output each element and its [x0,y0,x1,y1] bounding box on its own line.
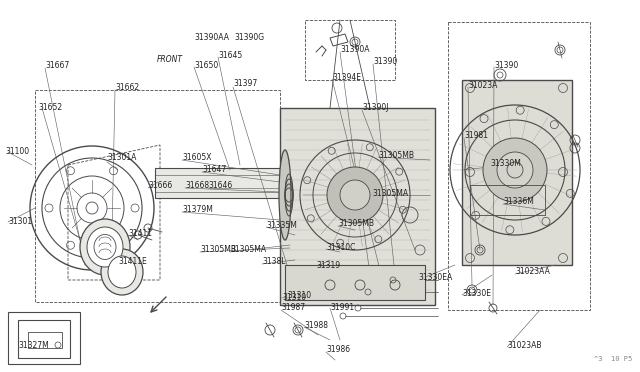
Text: 31310: 31310 [287,291,311,299]
Text: 31986: 31986 [326,346,350,355]
Text: 31646: 31646 [208,180,232,189]
Polygon shape [18,320,70,358]
Text: 31305MB: 31305MB [200,246,236,254]
Text: 31336M: 31336M [503,198,534,206]
Text: 31310C: 31310C [326,243,355,251]
Text: 31390A: 31390A [340,45,369,55]
Ellipse shape [279,150,291,240]
Polygon shape [155,168,310,198]
Text: FRONT: FRONT [157,55,183,64]
Text: 31650: 31650 [194,61,218,70]
Text: 31988: 31988 [304,321,328,330]
Text: 31305MB: 31305MB [338,219,374,228]
Circle shape [483,138,547,202]
Text: 31991: 31991 [330,302,354,311]
Polygon shape [285,265,425,300]
Text: 31667: 31667 [45,61,69,71]
Polygon shape [280,108,435,305]
Text: 31330M: 31330M [490,160,521,169]
Text: 31981: 31981 [464,131,488,141]
Ellipse shape [101,249,143,295]
Text: 31987: 31987 [281,304,305,312]
Text: 31330EA: 31330EA [418,273,452,282]
Text: 31647: 31647 [202,166,227,174]
Text: ^3  10 P5: ^3 10 P5 [594,356,632,362]
Text: 31411: 31411 [128,228,152,237]
Text: 31390J: 31390J [362,103,388,112]
Text: 31411E: 31411E [118,257,147,266]
Text: 31397: 31397 [233,80,257,89]
Ellipse shape [87,227,123,267]
Ellipse shape [80,219,130,275]
Text: 31390: 31390 [373,58,397,67]
Text: 3138L: 3138L [262,257,285,266]
Text: 31023AB: 31023AB [507,340,541,350]
Circle shape [327,167,383,223]
Circle shape [497,152,533,188]
Circle shape [340,180,370,210]
Text: 31301A: 31301A [107,154,136,163]
Text: 31319: 31319 [316,260,340,269]
Text: 31605X: 31605X [182,153,211,161]
Text: 31310: 31310 [282,294,306,302]
Text: 31662: 31662 [115,83,139,93]
Polygon shape [462,80,572,265]
Text: 31390G: 31390G [234,33,264,42]
Text: 31327M: 31327M [18,340,49,350]
Text: 31330E: 31330E [462,289,491,298]
Text: 31305MA: 31305MA [372,189,408,198]
Text: 31305MB: 31305MB [378,151,414,160]
Text: 31394E: 31394E [332,73,361,81]
Text: 31645: 31645 [218,51,243,60]
Text: 31023AA: 31023AA [515,267,550,276]
Text: 31390AA: 31390AA [194,33,229,42]
Text: 31301: 31301 [8,218,32,227]
Text: 31305MA: 31305MA [230,246,266,254]
Text: 31668: 31668 [185,180,209,189]
Ellipse shape [108,256,136,288]
Text: 31652: 31652 [38,103,62,112]
Text: 31100: 31100 [5,148,29,157]
Text: 31666: 31666 [148,180,172,189]
Text: 31023A: 31023A [468,80,497,90]
Text: 31390: 31390 [494,61,518,70]
Text: 31379M: 31379M [182,205,213,215]
Bar [8,312,80,364]
Text: 31335M: 31335M [266,221,297,230]
